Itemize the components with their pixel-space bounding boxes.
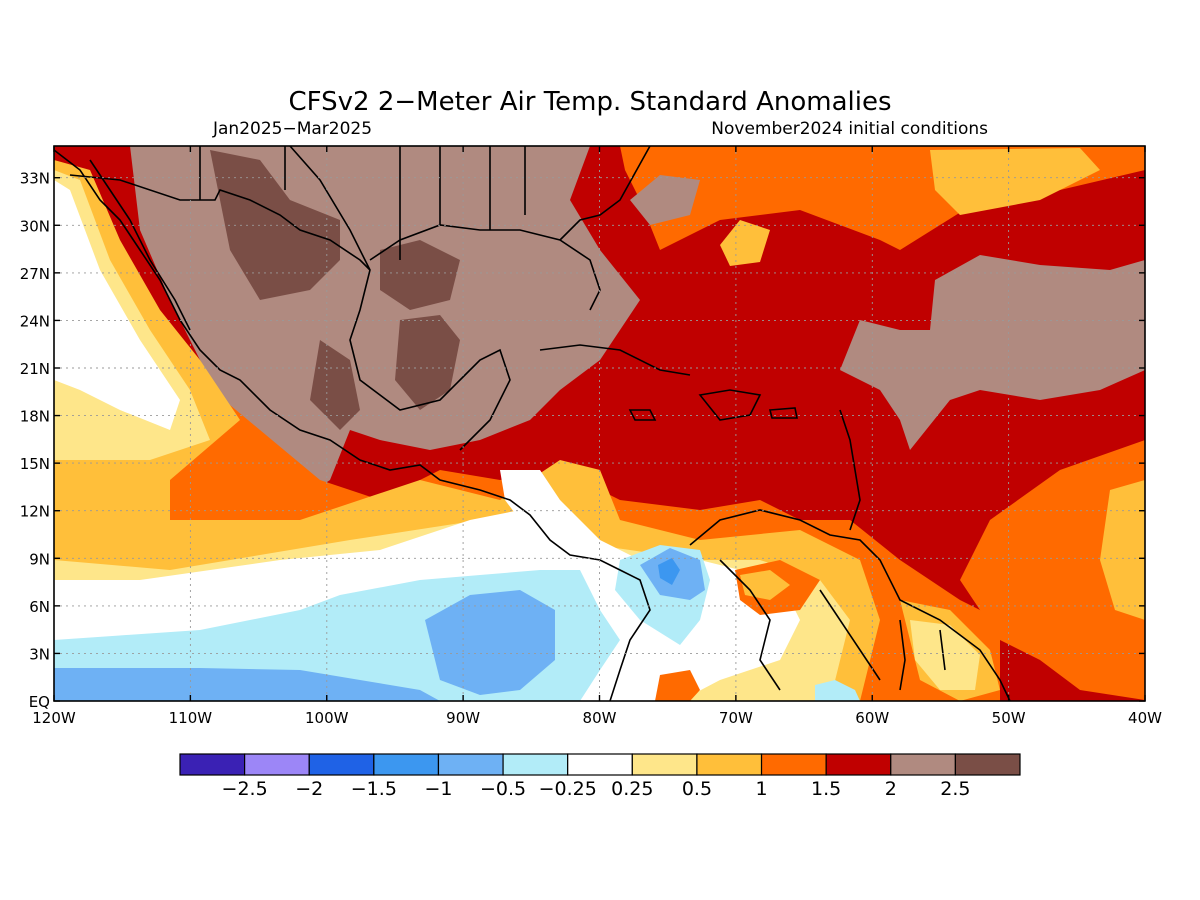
lat-tick-label: 15N bbox=[20, 455, 50, 473]
field-atlantic-orange-se bbox=[960, 440, 1145, 700]
coast-lesser-antilles bbox=[839, 409, 861, 531]
coast-pr bbox=[768, 407, 798, 419]
coast-hispaniola bbox=[698, 389, 762, 421]
lon-tick-label: 50W bbox=[992, 709, 1026, 727]
longitude-ticks: 120W 110W 100W 90W 80W 70W 60W 50W 40W bbox=[32, 146, 1162, 727]
field-central-america-white bbox=[500, 470, 575, 560]
lon-tick-label: 110W bbox=[169, 709, 213, 727]
field-pacific-blue bbox=[54, 668, 440, 701]
coast-cuba bbox=[539, 344, 691, 376]
field-brazil-orange bbox=[655, 670, 700, 701]
lat-tick-label: 24N bbox=[20, 312, 50, 330]
lat-tick-label: 6N bbox=[29, 598, 50, 616]
lon-tick-label: 40W bbox=[1128, 709, 1162, 727]
lat-tick-label: EQ bbox=[29, 693, 50, 711]
map-grid bbox=[54, 146, 1145, 701]
border-us-mexico bbox=[69, 174, 371, 271]
colorbar-label: −2.5 bbox=[222, 778, 268, 800]
lon-tick-label: 70W bbox=[719, 709, 753, 727]
colorbar-label: −1.5 bbox=[351, 778, 397, 800]
colorbar-label: 1.5 bbox=[811, 778, 841, 800]
colorbar-swatch bbox=[631, 753, 698, 776]
coast-baja bbox=[89, 159, 191, 331]
colorbar-label: 2.5 bbox=[940, 778, 970, 800]
coast-florida bbox=[559, 146, 651, 241]
colorbar-label: −0.25 bbox=[539, 778, 597, 800]
colorbar-label: −1 bbox=[424, 778, 452, 800]
colorbar-swatch bbox=[890, 753, 956, 776]
colorbar-label: 0.25 bbox=[611, 778, 653, 800]
field-atlantic-brown bbox=[840, 255, 1145, 450]
field-pacific-blue-center bbox=[425, 590, 555, 695]
lat-tick-label: 33N bbox=[20, 170, 50, 188]
field-mexico-dark4 bbox=[310, 340, 360, 430]
lon-tick-label: 100W bbox=[305, 709, 349, 727]
field-sa-cyan bbox=[815, 680, 860, 701]
colorbar-swatch bbox=[502, 753, 569, 776]
forecast-period: Jan2025−Mar2025 bbox=[212, 119, 372, 139]
colorbar-swatch bbox=[179, 753, 246, 776]
lat-tick-label: 30N bbox=[20, 217, 50, 235]
coast-pacific-mexico bbox=[54, 149, 651, 701]
colorbar-label: 2 bbox=[885, 778, 897, 800]
coast-gulf-north bbox=[369, 224, 601, 311]
coastlines bbox=[54, 146, 1011, 701]
colorbar-swatch bbox=[696, 753, 763, 776]
colorbar: −2.5 −2 −1.5 −1 −0.5 −0.25 0.25 0.5 1 1.5 2 2.5 bbox=[179, 753, 1021, 800]
colorbar-label: −2 bbox=[295, 778, 323, 800]
map-title: CFSv2 2−Meter Air Temp. Standard Anomali… bbox=[288, 87, 891, 117]
colorbar-swatch bbox=[373, 753, 440, 776]
colorbar-swatch bbox=[825, 753, 892, 776]
coast-gulf bbox=[289, 146, 511, 451]
colorbar-label: 1 bbox=[755, 778, 767, 800]
lat-tick-label: 21N bbox=[20, 360, 50, 378]
lon-tick-label: 60W bbox=[855, 709, 889, 727]
lat-tick-label: 3N bbox=[29, 645, 50, 663]
coast-jamaica bbox=[628, 409, 657, 421]
lat-tick-label: 27N bbox=[20, 265, 50, 283]
colorbar-swatch bbox=[954, 753, 1021, 776]
field-mexico-dark3 bbox=[395, 315, 460, 410]
field-atlantic-yellow-se bbox=[1100, 480, 1145, 620]
field-mexico-dark1 bbox=[210, 150, 340, 300]
field-colombia-blue2 bbox=[658, 558, 680, 585]
coast-south-america-north bbox=[689, 509, 1011, 701]
colorbar-swatch bbox=[437, 753, 504, 776]
field-atlantic-yellow-ne bbox=[930, 148, 1100, 215]
colorbar-label: 0.5 bbox=[682, 778, 712, 800]
border-state-lines bbox=[199, 146, 526, 260]
colorbar-swatch bbox=[760, 753, 827, 776]
field-atlantic-yellow-small bbox=[720, 220, 770, 266]
lon-tick-label: 120W bbox=[32, 709, 76, 727]
field-atlantic-brown-n bbox=[630, 175, 700, 225]
colorbar-swatch bbox=[567, 753, 633, 776]
lat-tick-label: 12N bbox=[20, 503, 50, 521]
initial-conditions-label: November2024 initial conditions bbox=[711, 119, 988, 139]
field-pacific-white bbox=[54, 180, 800, 701]
colorbar-swatch bbox=[308, 753, 375, 776]
colorbar-swatch bbox=[244, 753, 310, 776]
latitude-ticks: EQ 3N 6N 9N 12N 15N 18N 21N 24N 27N 30N 33N bbox=[20, 170, 1145, 711]
border-sa-countries bbox=[719, 559, 946, 691]
lat-tick-label: 9N bbox=[29, 550, 50, 568]
lat-tick-label: 18N bbox=[20, 408, 50, 426]
lon-tick-label: 80W bbox=[583, 709, 617, 727]
colorbar-label: −0.5 bbox=[480, 778, 526, 800]
lon-tick-label: 90W bbox=[446, 709, 480, 727]
